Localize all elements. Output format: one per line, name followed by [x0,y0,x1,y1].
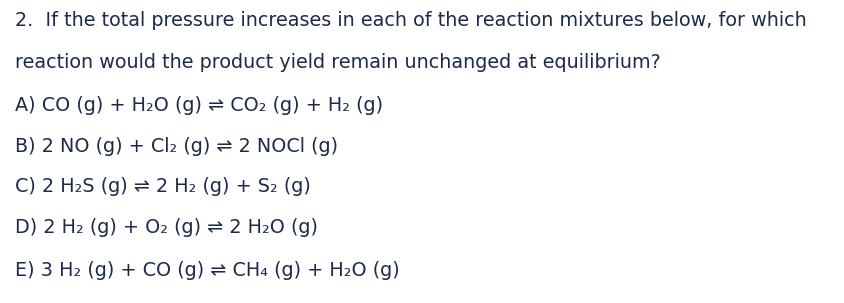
Text: reaction would the product yield remain unchanged at equilibrium?: reaction would the product yield remain … [15,53,660,72]
Text: C) 2 H₂S (g) ⇌ 2 H₂ (g) + S₂ (g): C) 2 H₂S (g) ⇌ 2 H₂ (g) + S₂ (g) [15,177,311,196]
Text: A) CO (g) + H₂O (g) ⇌ CO₂ (g) + H₂ (g): A) CO (g) + H₂O (g) ⇌ CO₂ (g) + H₂ (g) [15,95,383,115]
Text: E) 3 H₂ (g) + CO (g) ⇌ CH₄ (g) + H₂O (g): E) 3 H₂ (g) + CO (g) ⇌ CH₄ (g) + H₂O (g) [15,261,399,280]
Text: 2.  If the total pressure increases in each of the reaction mixtures below, for : 2. If the total pressure increases in ea… [15,11,806,30]
Text: B) 2 NO (g) + Cl₂ (g) ⇌ 2 NOCl (g): B) 2 NO (g) + Cl₂ (g) ⇌ 2 NOCl (g) [15,136,338,155]
Text: D) 2 H₂ (g) + O₂ (g) ⇌ 2 H₂O (g): D) 2 H₂ (g) + O₂ (g) ⇌ 2 H₂O (g) [15,218,318,237]
